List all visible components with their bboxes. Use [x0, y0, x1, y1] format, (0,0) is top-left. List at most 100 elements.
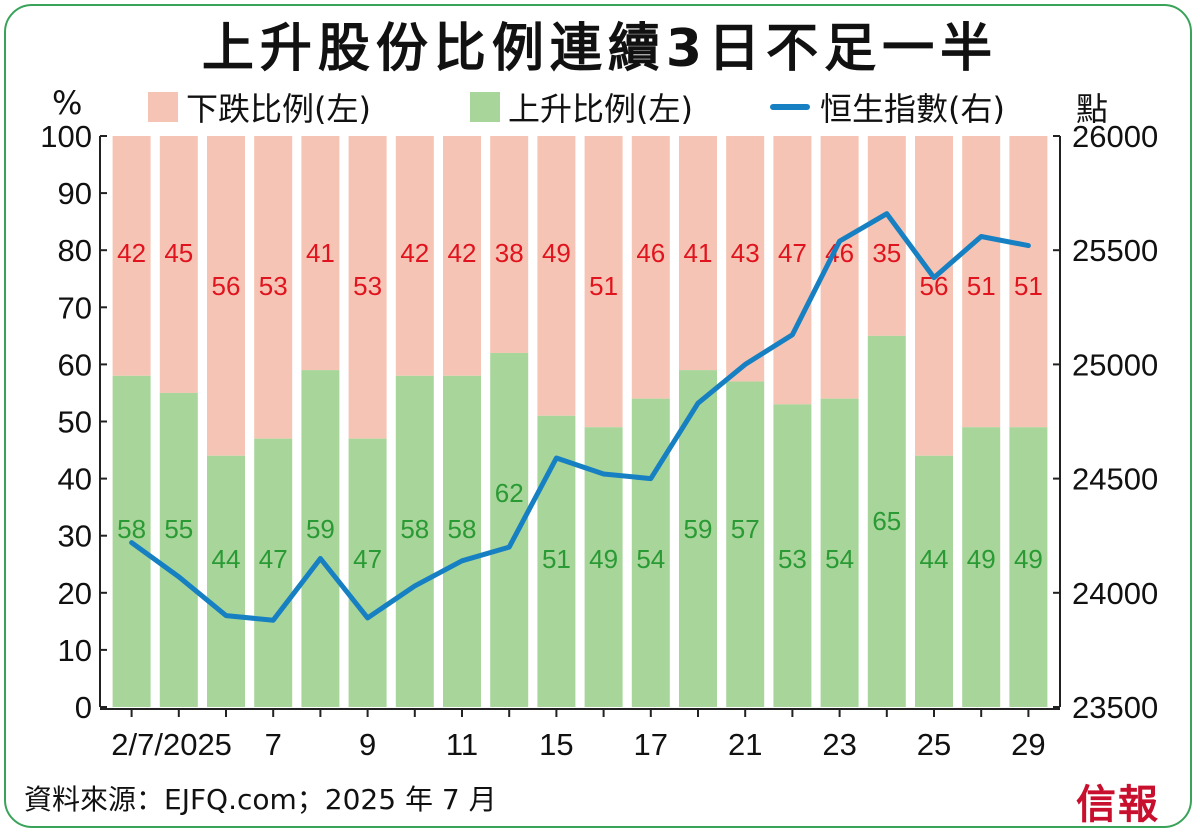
advance-data-label: 51 — [542, 544, 571, 574]
index-swatch — [770, 104, 810, 110]
left-tick-label: 90 — [58, 176, 92, 211]
legend-index-label: 恒生指數(右) — [820, 90, 1005, 128]
advance-data-label: 53 — [778, 544, 807, 574]
decline-data-label: 53 — [353, 271, 382, 301]
legend-decline-label: 下跌比例(左) — [186, 90, 371, 128]
decline-data-label: 56 — [212, 271, 241, 301]
advance-data-label: 54 — [636, 544, 665, 574]
right-axis-unit: 點 — [1076, 90, 1109, 128]
decline-bar — [867, 136, 906, 336]
source-note: 資料來源：EJFQ.com；2025 年 7 月 — [24, 783, 497, 816]
advance-bar — [820, 398, 859, 707]
advance-data-label: 58 — [448, 514, 477, 544]
decline-bar — [254, 136, 293, 439]
decline-data-label: 51 — [1014, 271, 1043, 301]
decline-data-label: 42 — [448, 238, 477, 268]
left-tick-label: 30 — [58, 519, 92, 554]
advance-bar — [490, 352, 529, 707]
right-tick-label: 25000 — [1072, 347, 1158, 382]
advance-bar — [631, 398, 670, 707]
x-tick-label: 25 — [917, 727, 951, 762]
advance-bar — [301, 370, 340, 707]
decline-data-label: 45 — [164, 238, 193, 268]
decline-bar — [773, 136, 812, 405]
advance-bar — [159, 392, 198, 707]
legend-decline: 下跌比例(左) — [148, 84, 371, 130]
decline-data-label: 38 — [495, 238, 524, 268]
decline-data-label: 41 — [684, 238, 713, 268]
advance-data-label: 54 — [825, 544, 854, 574]
left-tick-label: 80 — [58, 233, 92, 268]
advance-data-label: 55 — [164, 514, 193, 544]
advance-bar — [962, 427, 1001, 707]
advance-bar — [443, 375, 481, 707]
decline-swatch — [148, 92, 178, 122]
advance-data-label: 62 — [495, 478, 524, 508]
right-tick-label: 26000 — [1072, 119, 1158, 154]
left-tick-label: 50 — [58, 405, 92, 440]
left-tick-label: 40 — [58, 462, 92, 497]
advance-data-label: 58 — [400, 514, 429, 544]
advance-data-label: 65 — [872, 506, 901, 536]
advance-bar — [726, 381, 765, 707]
x-tick-label: 29 — [1011, 727, 1045, 762]
decline-data-label: 35 — [872, 238, 901, 268]
advance-data-label: 49 — [1014, 544, 1043, 574]
left-tick-label: 70 — [58, 290, 92, 325]
advance-data-label: 59 — [684, 514, 713, 544]
decline-data-label: 43 — [731, 238, 760, 268]
advance-swatch — [470, 92, 500, 122]
right-tick-label: 24500 — [1072, 462, 1158, 497]
decline-data-label: 51 — [967, 271, 996, 301]
advance-data-label: 49 — [589, 544, 618, 574]
x-tick-label: 11 — [446, 727, 478, 762]
x-tick-label: 23 — [822, 727, 856, 762]
advance-data-label: 58 — [117, 514, 146, 544]
decline-bar — [159, 136, 198, 393]
decline-bar — [395, 136, 434, 376]
x-tick-label: 17 — [634, 727, 668, 762]
left-tick-label: 60 — [58, 347, 92, 382]
advance-bar — [254, 438, 293, 707]
decline-bar — [348, 136, 387, 439]
legend-advance: 上升比例(左) — [470, 84, 693, 130]
decline-bar — [584, 136, 623, 428]
right-tick-label: 23500 — [1072, 690, 1158, 725]
advance-bar — [207, 455, 245, 707]
decline-bar — [1009, 136, 1048, 428]
chart-title: 上升股份比例連續3日不足一半 — [201, 19, 999, 79]
left-axis-unit: % — [52, 84, 83, 122]
advance-bar — [915, 455, 953, 707]
advance-data-label: 44 — [212, 544, 241, 574]
decline-data-label: 47 — [778, 238, 807, 268]
x-tick-label: 2/7/2025 — [111, 727, 232, 762]
advance-data-label: 44 — [920, 544, 949, 574]
decline-bar — [301, 136, 340, 371]
decline-data-label: 41 — [306, 238, 335, 268]
decline-bar — [679, 136, 717, 371]
decline-bar — [962, 136, 1001, 428]
advance-bar — [773, 404, 812, 707]
x-tick-label: 15 — [539, 727, 573, 762]
right-tick-label: 24000 — [1072, 576, 1158, 611]
decline-bar — [915, 136, 953, 456]
legend-index: 恒生指數(右) — [770, 84, 1005, 130]
advance-data-label: 59 — [306, 514, 335, 544]
decline-data-label: 53 — [259, 271, 288, 301]
hsi-series-line — [129, 211, 1031, 623]
decline-bar — [537, 136, 576, 416]
brand-logo: 信報 — [1076, 781, 1160, 828]
advance-data-label: 47 — [259, 544, 288, 574]
chart-frame — [4, 4, 1192, 828]
decline-bar — [443, 136, 481, 376]
legend-advance-label: 上升比例(左) — [508, 90, 693, 128]
advance-data-label: 49 — [967, 544, 996, 574]
advance-bar — [867, 335, 906, 707]
decline-bar — [207, 136, 245, 456]
x-tick-label: 9 — [359, 727, 376, 762]
left-tick-label: 10 — [58, 633, 92, 668]
decline-data-label: 42 — [400, 238, 429, 268]
decline-data-label: 49 — [542, 238, 571, 268]
advance-data-label: 47 — [353, 544, 382, 574]
advance-bar — [348, 438, 387, 707]
